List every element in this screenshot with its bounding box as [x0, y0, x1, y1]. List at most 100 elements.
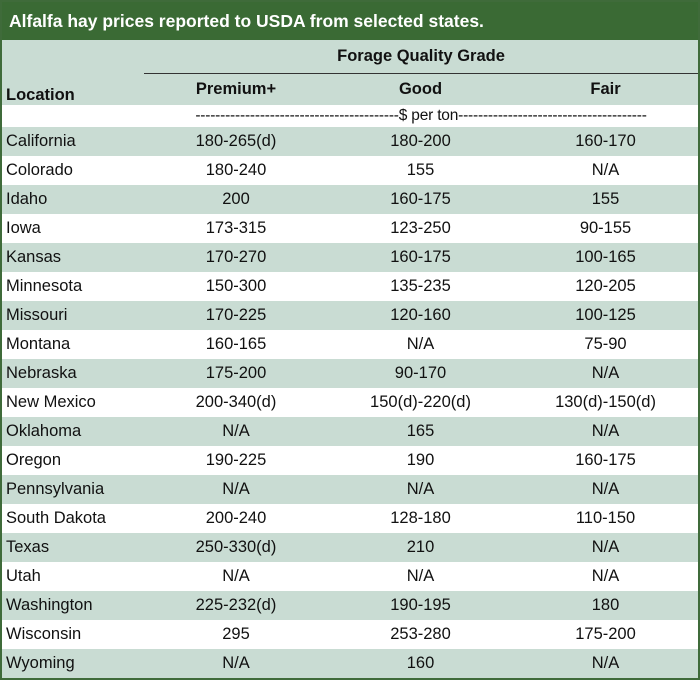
location-cell: Oklahoma [2, 417, 144, 446]
good-price-cell: 120-160 [328, 301, 513, 330]
header-row-columns: Location Premium+ Good Fair [2, 73, 699, 105]
fair-price-cell: N/A [513, 562, 699, 591]
premium-price-cell: 200-340(d) [144, 388, 328, 417]
table-row: Montana 160-165 N/A 75-90 [2, 330, 699, 359]
premium-price-cell: 200 [144, 185, 328, 214]
fair-price-cell: 160-170 [513, 127, 699, 156]
location-cell: Wyoming [2, 649, 144, 678]
location-header: Location [2, 73, 144, 105]
premium-price-cell: 170-270 [144, 243, 328, 272]
good-price-cell: 135-235 [328, 272, 513, 301]
location-cell: Texas [2, 533, 144, 562]
premium-price-cell: 190-225 [144, 446, 328, 475]
table-row: Nebraska 175-200 90-170 N/A [2, 359, 699, 388]
good-price-cell: 210 [328, 533, 513, 562]
good-price-cell: 155 [328, 156, 513, 185]
table-row: Pennsylvania N/A N/A N/A [2, 475, 699, 504]
fair-header: Fair [513, 73, 699, 105]
fair-price-cell: 120-205 [513, 272, 699, 301]
fair-price-cell: N/A [513, 475, 699, 504]
good-price-cell: 165 [328, 417, 513, 446]
good-price-cell: 160 [328, 649, 513, 678]
premium-price-cell: N/A [144, 475, 328, 504]
fair-price-cell: 155 [513, 185, 699, 214]
location-cell: Colorado [2, 156, 144, 185]
location-cell: Washington [2, 591, 144, 620]
good-price-cell: 128-180 [328, 504, 513, 533]
good-price-cell: 190-195 [328, 591, 513, 620]
table-title: Alfalfa hay prices reported to USDA from… [2, 2, 698, 40]
premium-price-cell: 225-232(d) [144, 591, 328, 620]
fair-price-cell: 100-125 [513, 301, 699, 330]
table-row: Missouri 170-225 120-160 100-125 [2, 301, 699, 330]
good-price-cell: 123-250 [328, 214, 513, 243]
units-blank-cell [2, 105, 144, 127]
location-cell: South Dakota [2, 504, 144, 533]
table-row: Oregon 190-225 190 160-175 [2, 446, 699, 475]
good-price-cell: 180-200 [328, 127, 513, 156]
fair-price-cell: N/A [513, 359, 699, 388]
location-cell: Nebraska [2, 359, 144, 388]
location-cell: Idaho [2, 185, 144, 214]
table-row: Wyoming N/A 160 N/A [2, 649, 699, 678]
premium-price-cell: 180-265(d) [144, 127, 328, 156]
location-cell: Kansas [2, 243, 144, 272]
location-cell: Missouri [2, 301, 144, 330]
fair-price-cell: 180 [513, 591, 699, 620]
premium-price-cell: 180-240 [144, 156, 328, 185]
fair-price-cell: 130(d)-150(d) [513, 388, 699, 417]
premium-price-cell: 150-300 [144, 272, 328, 301]
good-price-cell: N/A [328, 475, 513, 504]
location-cell: New Mexico [2, 388, 144, 417]
table-row: Texas 250-330(d) 210 N/A [2, 533, 699, 562]
table-row: Kansas 170-270 160-175 100-165 [2, 243, 699, 272]
premium-price-cell: N/A [144, 562, 328, 591]
good-price-cell: 253-280 [328, 620, 513, 649]
table-row: Iowa 173-315 123-250 90-155 [2, 214, 699, 243]
premium-price-cell: 160-165 [144, 330, 328, 359]
good-price-cell: 90-170 [328, 359, 513, 388]
table-row: Minnesota 150-300 135-235 120-205 [2, 272, 699, 301]
units-label: ----------------------------------------… [144, 105, 699, 127]
forage-quality-grade-header: Forage Quality Grade [144, 40, 699, 74]
fair-price-cell: 75-90 [513, 330, 699, 359]
fair-price-cell: N/A [513, 533, 699, 562]
table-row: Utah N/A N/A N/A [2, 562, 699, 591]
location-cell: California [2, 127, 144, 156]
location-cell: Utah [2, 562, 144, 591]
good-price-cell: 160-175 [328, 243, 513, 272]
premium-price-cell: 170-225 [144, 301, 328, 330]
location-cell: Iowa [2, 214, 144, 243]
table-row: Wisconsin 295 253-280 175-200 [2, 620, 699, 649]
good-price-cell: N/A [328, 330, 513, 359]
table-row: Colorado 180-240 155 N/A [2, 156, 699, 185]
good-price-cell: 160-175 [328, 185, 513, 214]
premium-price-cell: 175-200 [144, 359, 328, 388]
alfalfa-price-table: Forage Quality Grade Location Premium+ G… [2, 40, 699, 678]
table-row: New Mexico 200-340(d) 150(d)-220(d) 130(d)-… [2, 388, 699, 417]
table-row: Washington 225-232(d) 190-195 180 [2, 591, 699, 620]
location-cell: Minnesota [2, 272, 144, 301]
premium-price-cell: 200-240 [144, 504, 328, 533]
fair-price-cell: N/A [513, 649, 699, 678]
price-rows: California 180-265(d) 180-200 160-170 Colora… [2, 127, 699, 678]
good-price-cell: N/A [328, 562, 513, 591]
table-row: California 180-265(d) 180-200 160-170 [2, 127, 699, 156]
good-price-cell: 190 [328, 446, 513, 475]
fair-price-cell: 110-150 [513, 504, 699, 533]
good-header: Good [328, 73, 513, 105]
premium-price-cell: 173-315 [144, 214, 328, 243]
fair-price-cell: N/A [513, 417, 699, 446]
location-cell: Oregon [2, 446, 144, 475]
fair-price-cell: N/A [513, 156, 699, 185]
location-cell: Wisconsin [2, 620, 144, 649]
fair-price-cell: 160-175 [513, 446, 699, 475]
fair-price-cell: 90-155 [513, 214, 699, 243]
premium-header: Premium+ [144, 73, 328, 105]
premium-price-cell: 295 [144, 620, 328, 649]
header-row-group: Forage Quality Grade [2, 40, 699, 74]
units-row: ----------------------------------------… [2, 105, 699, 127]
table-row: Idaho 200 160-175 155 [2, 185, 699, 214]
good-price-cell: 150(d)-220(d) [328, 388, 513, 417]
